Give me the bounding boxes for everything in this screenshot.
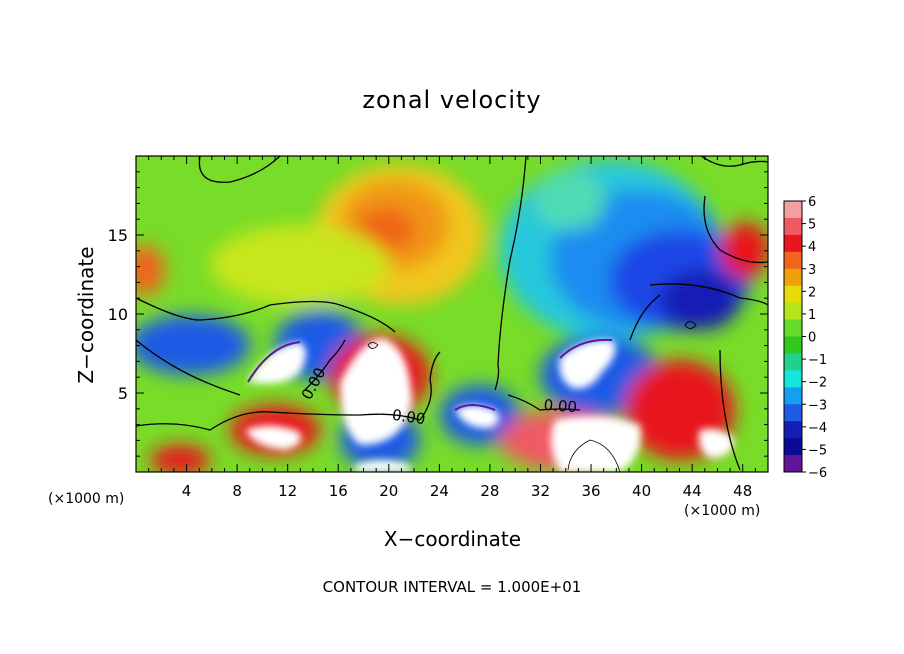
colorbar-swatch [784, 201, 802, 219]
x-tick-label: 8 [232, 482, 242, 500]
heatmap-field [136, 156, 768, 472]
x-tick-label: 48 [733, 482, 752, 500]
x-tick-label: 24 [430, 482, 449, 500]
colorbar-tick-label: 2 [808, 285, 816, 300]
colorbar-swatch [784, 438, 802, 456]
colorbar-swatch [784, 387, 802, 405]
colorbar-swatch [784, 319, 802, 337]
x-tick-label: 28 [480, 482, 499, 500]
colorbar-swatch [784, 455, 802, 473]
colorbar-swatch [784, 421, 802, 439]
colorbar-swatch [784, 336, 802, 354]
colorbar-swatch [784, 353, 802, 371]
colorbar-tick-label: −4 [808, 421, 827, 436]
y-tick-label: 15 [108, 226, 128, 245]
colorbar-tick-label: 0 [808, 331, 816, 346]
colorbar-tick-label: −3 [808, 398, 827, 413]
colorbar-swatch [784, 251, 802, 270]
contour-label: 0.00 [543, 396, 578, 416]
chart-title: zonal velocity [362, 86, 542, 114]
contour-label: 0.00 [391, 406, 427, 428]
x-tick-label: 36 [581, 482, 600, 500]
colorbar-swatch [784, 302, 802, 321]
colorbar-swatch [784, 370, 802, 388]
colorbar-tick-label: −2 [808, 376, 827, 391]
colorbar-swatch [784, 285, 802, 304]
colorbar-tick-label: 4 [808, 240, 816, 255]
colorbar-tick-label: 1 [808, 308, 816, 323]
x-tick-label: 40 [632, 482, 651, 500]
colorbar-tick-label: 3 [808, 263, 816, 278]
colorbar: 6 5 4 3 2 1 0 −1 −2 −3 −4 −5 −6 [783, 195, 827, 481]
y-tick-label: 5 [118, 384, 128, 403]
y-tick-label: 10 [108, 305, 128, 324]
x-unit-left: (×1000 m) [48, 491, 125, 507]
x-tick-label: 16 [329, 482, 348, 500]
x-unit-right: (×1000 m) [684, 503, 761, 519]
x-tick-label: 4 [182, 482, 192, 500]
y-axis-label: Z−coordinate [74, 246, 98, 384]
x-tick-label: 44 [683, 482, 702, 500]
colorbar-swatch [784, 404, 802, 422]
colorbar-swatch [784, 234, 802, 253]
x-tick-label: 12 [278, 482, 297, 500]
colorbar-tick-label: −1 [808, 353, 827, 368]
x-axis: 4 8 12 16 20 24 28 32 36 40 44 48 [148, 156, 756, 500]
x-tick-label: 32 [531, 482, 550, 500]
x-tick-label: 20 [379, 482, 398, 500]
colorbar-tick-label: 5 [808, 218, 816, 233]
y-axis: 5 10 15 [108, 171, 768, 457]
colorbar-tick-label: 6 [808, 195, 816, 210]
contour-lines [136, 156, 768, 472]
colorbar-swatch [784, 217, 802, 236]
contour-interval-note: CONTOUR INTERVAL = 1.000E+01 [322, 578, 582, 596]
colorbar-swatch [784, 268, 802, 287]
colorbar-tick-label: −5 [808, 443, 827, 458]
colorbar-tick-label: −6 [808, 466, 827, 481]
x-axis-label: X−coordinate [383, 527, 522, 551]
